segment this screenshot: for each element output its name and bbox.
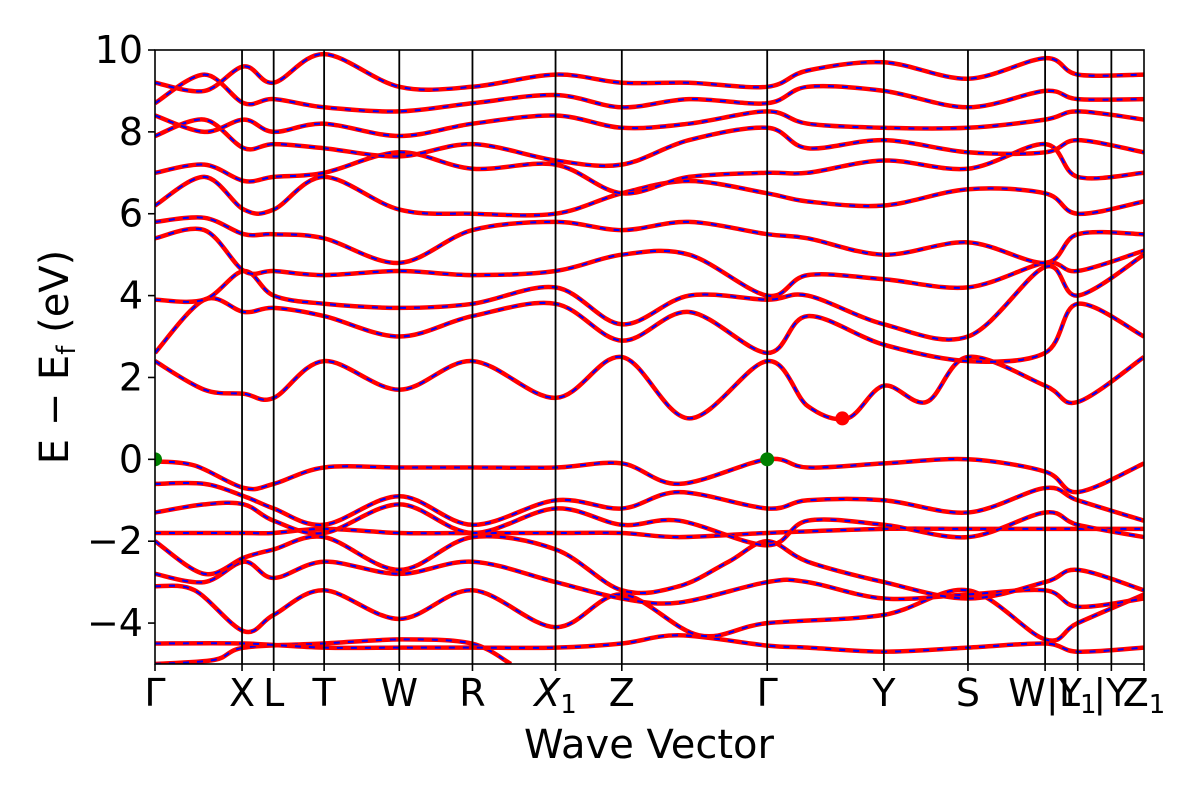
x-tick-label: X1 bbox=[532, 671, 577, 720]
y-axis-label: E − Ef (eV) bbox=[32, 250, 82, 465]
band-line-dashed bbox=[155, 457, 1144, 494]
band-line-dashed bbox=[155, 634, 1144, 653]
band-line-dashed bbox=[155, 535, 1144, 600]
x-tick-label: |Y bbox=[1093, 671, 1130, 716]
y-tick-label: 0 bbox=[119, 437, 143, 481]
y-tick-label: 2 bbox=[119, 355, 143, 399]
band-line-dashed bbox=[155, 216, 1144, 264]
x-tick-label: L bbox=[263, 671, 284, 715]
band-line-solid bbox=[155, 72, 1144, 114]
vbm-marker bbox=[155, 452, 162, 467]
band-line-solid bbox=[155, 226, 1144, 299]
x-tick-label: R bbox=[459, 671, 485, 715]
band-line-solid bbox=[155, 295, 1144, 364]
band-line-solid bbox=[155, 51, 1144, 94]
band-edge-markers bbox=[155, 411, 850, 467]
y-tick-label: 4 bbox=[119, 274, 143, 318]
x-tick-label: T bbox=[312, 671, 337, 715]
y-tick-label: 8 bbox=[119, 110, 143, 154]
x-tick-label: Z1 bbox=[1123, 671, 1166, 720]
vbm-marker bbox=[760, 452, 775, 467]
x-tick-label: S bbox=[956, 671, 980, 715]
y-axis-label-main: E − E bbox=[32, 355, 78, 465]
y-axis-label-sub: f bbox=[52, 345, 82, 355]
y-tick-label: 6 bbox=[119, 192, 143, 236]
cbm-marker bbox=[835, 411, 850, 426]
y-axis-label-tail: (eV) bbox=[32, 250, 78, 346]
band-line-dashed bbox=[155, 638, 512, 664]
high-symmetry-lines bbox=[241, 50, 1113, 664]
x-tick-label: Z bbox=[609, 671, 635, 715]
x-tick-label: Γ bbox=[144, 671, 165, 715]
band-line-solid bbox=[155, 480, 1144, 528]
band-line-dashed bbox=[155, 560, 1144, 608]
band-line-dashed bbox=[155, 227, 1144, 297]
x-tick-label: W|Y bbox=[1008, 671, 1082, 716]
x-axis-ticks: Γ X L T W R X1 Z Γ Y S W|YL1|YZ1 bbox=[144, 664, 1165, 720]
y-tick-label: −2 bbox=[87, 519, 143, 563]
x-tick-label: Γ bbox=[757, 671, 778, 715]
x-tick-label: L1 bbox=[1059, 671, 1097, 720]
band-line-dashed bbox=[155, 355, 1144, 421]
band-line-solid bbox=[155, 559, 1144, 610]
band-line-solid bbox=[155, 215, 1144, 266]
band-line-solid bbox=[155, 109, 1144, 139]
x-tick-label: Y bbox=[871, 671, 896, 715]
x-axis-label: Wave Vector bbox=[524, 722, 775, 768]
band-lines bbox=[155, 51, 1144, 664]
band-line-dashed bbox=[155, 584, 1144, 642]
x-tick-label: W bbox=[380, 671, 418, 715]
y-axis-ticks: −4 −2 0 2 4 6 8 10 bbox=[87, 28, 155, 645]
x-tick-label: X bbox=[229, 671, 255, 715]
plot-frame bbox=[154, 49, 1145, 665]
y-tick-label: −4 bbox=[87, 601, 143, 645]
band-line-dashed bbox=[155, 118, 1144, 167]
band-line-solid bbox=[155, 174, 1144, 218]
band-line-solid bbox=[155, 354, 1144, 422]
y-tick-label: 10 bbox=[95, 28, 143, 72]
